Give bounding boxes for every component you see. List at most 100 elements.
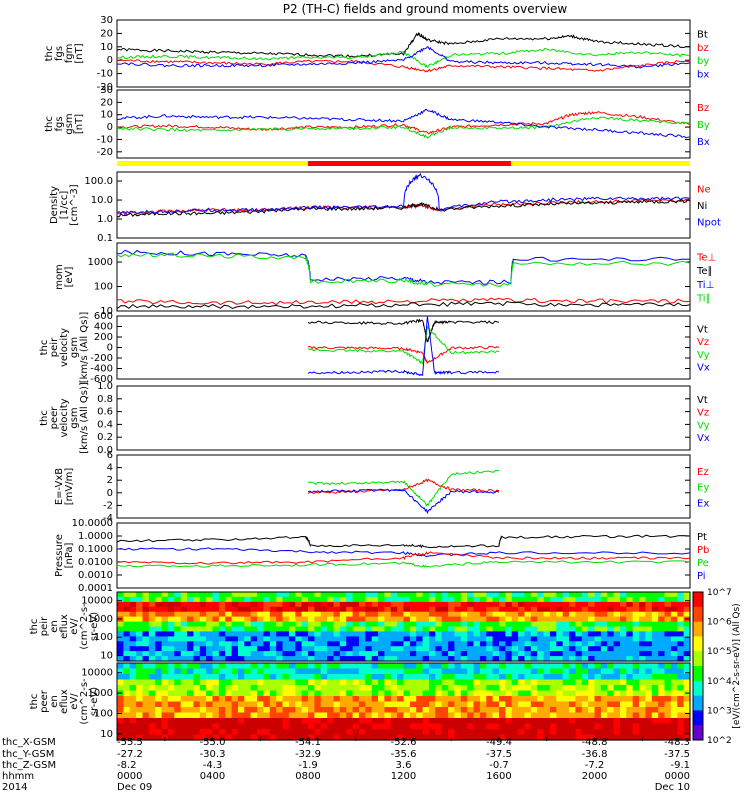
y-tick-label: 0	[107, 488, 113, 499]
heatmap-cell	[670, 679, 678, 686]
heatmap-cell	[238, 696, 245, 703]
heatmap-cell	[581, 651, 589, 657]
heatmap-cell	[378, 690, 385, 697]
heatmap-cell	[199, 696, 207, 703]
heatmap-cell	[670, 696, 678, 703]
heatmap-cell	[409, 601, 417, 608]
heatmap-cell	[645, 701, 653, 708]
heatmap-cell	[479, 611, 487, 618]
heatmap-cell	[581, 663, 589, 670]
heatmap-cell	[174, 631, 182, 637]
heatmap-cell	[212, 734, 220, 741]
heatmap-cell	[499, 631, 506, 637]
heatmap-cell	[651, 596, 659, 603]
heatmap-cell	[155, 679, 163, 686]
heatmap-cell	[600, 596, 608, 603]
y-tick-label: 0	[107, 343, 113, 354]
heatmap-cell	[486, 690, 494, 697]
heatmap-cell	[257, 707, 265, 714]
heatmap-cell	[180, 611, 188, 618]
heatmap-cell	[467, 712, 475, 719]
heatmap-cell	[148, 679, 156, 686]
heatmap-cell	[384, 641, 392, 647]
heatmap-cell	[238, 679, 245, 686]
y-axis-label-line: fgs	[54, 46, 65, 61]
heatmap-cell	[129, 674, 137, 681]
heatmap-cell	[620, 718, 627, 725]
heatmap-cell	[250, 663, 258, 670]
heatmap-cell	[670, 690, 678, 697]
heatmap-cell	[295, 636, 303, 642]
heatmap-cell	[651, 651, 659, 657]
heatmap-cell	[238, 611, 245, 618]
heatmap-cell	[664, 651, 672, 657]
heatmap-cell	[683, 696, 691, 703]
heatmap-cell	[250, 616, 258, 623]
heatmap-cell	[218, 674, 226, 681]
heatmap-cell	[467, 729, 475, 736]
y-axis-label: mom[eV]	[54, 264, 75, 290]
heatmap-cell	[422, 641, 430, 647]
heatmap-cell	[282, 696, 290, 703]
heatmap-cell	[218, 668, 226, 675]
heatmap-cell	[269, 701, 277, 708]
heatmap-cell	[639, 701, 647, 708]
heatmap-cell	[594, 712, 602, 719]
heatmap-cell	[384, 631, 392, 637]
heatmap-cell	[206, 696, 214, 703]
heatmap-cell	[371, 679, 379, 686]
heatmap-cell	[225, 685, 233, 692]
heatmap-cell	[670, 707, 678, 714]
heatmap-cell	[339, 646, 347, 652]
heatmap-cell	[460, 616, 468, 623]
heatmap-cell	[543, 601, 551, 608]
heatmap-cell	[562, 641, 570, 647]
heatmap-cell	[651, 685, 659, 692]
heatmap-cell	[492, 651, 500, 657]
heatmap-cell	[371, 641, 379, 647]
heatmap-cell	[269, 668, 277, 675]
heatmap-cell	[505, 651, 513, 657]
heatmap-cell	[632, 646, 640, 652]
heatmap-cell	[448, 611, 456, 618]
heatmap-cell	[193, 631, 201, 637]
heatmap-cell	[499, 656, 506, 662]
heatmap-cell	[333, 646, 341, 652]
panel-frame	[116, 89, 691, 159]
heatmap-cell	[282, 631, 290, 637]
heatmap-cell	[645, 641, 653, 647]
heatmap-cell	[314, 656, 322, 662]
heatmap-cell	[530, 679, 538, 686]
heatmap-cell	[161, 611, 169, 618]
heatmap-cell	[569, 651, 576, 657]
heatmap-cell	[422, 723, 430, 730]
heatmap-cell	[269, 712, 277, 719]
heatmap-cell	[473, 668, 481, 675]
heatmap-cell	[441, 718, 449, 725]
heatmap-cell	[416, 701, 424, 708]
heatmap-cell	[180, 631, 188, 637]
heatmap-cell	[409, 674, 417, 681]
heatmap-cell	[594, 611, 602, 618]
heatmap-cell	[492, 611, 500, 618]
heatmap-cell	[117, 729, 124, 736]
heatmap-cell	[218, 696, 226, 703]
heatmap-cell	[358, 723, 366, 730]
heatmap-cell	[288, 592, 296, 598]
heatmap-cell	[575, 641, 583, 647]
heatmap-cell	[378, 663, 385, 670]
heatmap-cell	[155, 668, 163, 675]
heatmap-cell	[486, 734, 494, 741]
heatmap-cell	[129, 611, 137, 618]
heatmap-cell	[556, 646, 564, 652]
heatmap-cell	[613, 606, 621, 613]
heatmap-cell	[664, 701, 672, 708]
heatmap-cell	[339, 712, 347, 719]
heatmap-cell	[238, 701, 245, 708]
heatmap-cell	[180, 701, 188, 708]
heatmap-cell	[378, 611, 385, 618]
heatmap-cell	[301, 611, 309, 618]
heatmap-cell	[142, 679, 150, 686]
heatmap-cell	[136, 729, 144, 736]
heatmap-cell	[658, 636, 666, 642]
